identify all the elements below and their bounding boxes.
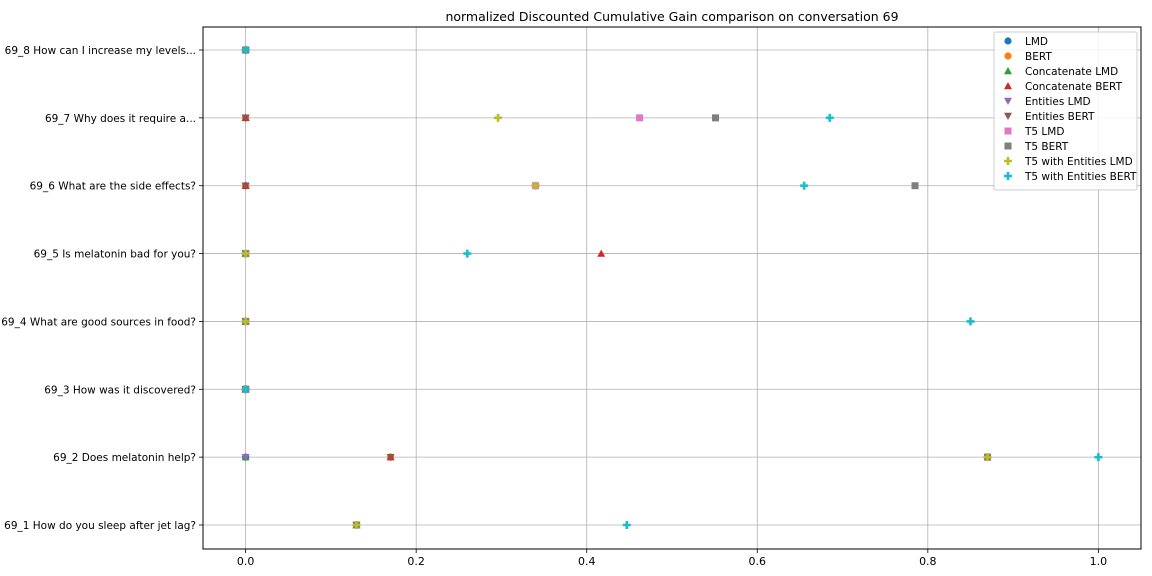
data-point (241, 182, 250, 190)
legend-label: T5 BERT (1024, 141, 1069, 153)
data-point (241, 453, 250, 462)
y-tick-label: 69_4 What are good sources in food? (1, 316, 196, 328)
legend-label: T5 with Entities BERT (1024, 171, 1137, 183)
data-point (911, 182, 919, 190)
data-point (241, 385, 250, 394)
legend-label: Entities BERT (1025, 111, 1095, 123)
data-point (463, 249, 472, 258)
legend-label: Concatenate BERT (1025, 81, 1123, 93)
chart-title: normalized Discounted Cumulative Gain co… (445, 9, 898, 24)
data-point (241, 46, 250, 54)
x-tick-label: 0.8 (919, 555, 937, 568)
data-points (241, 46, 1103, 529)
x-tick-label: 0.6 (749, 555, 767, 568)
x-tick-label: 0.4 (578, 555, 596, 568)
x-tick-label: 0.0 (237, 555, 255, 568)
legend-marker (1004, 82, 1012, 90)
y-tick-label: 69_8 How can I increase my levels... (5, 45, 196, 57)
data-point (711, 114, 719, 122)
x-tick-label: 1.0 (1090, 555, 1108, 568)
y-axis: 69_1 How do you sleep after jet lag? 69_2… (1, 45, 203, 532)
legend-marker (1004, 172, 1012, 180)
y-tick-label: 69_6 What are the side effects? (30, 181, 196, 193)
legend-marker (1004, 37, 1012, 45)
data-point (241, 317, 250, 326)
legend-marker (1004, 67, 1012, 75)
legend-label: T5 LMD (1024, 126, 1064, 138)
legend-marker (1004, 142, 1012, 150)
data-point (494, 113, 503, 122)
data-point (386, 453, 395, 462)
legend-label: BERT (1025, 51, 1052, 63)
data-point (241, 249, 250, 258)
legend-marker (1004, 127, 1012, 135)
data-point (983, 453, 992, 462)
data-point (352, 521, 361, 529)
y-tick-label: 69_5 Is melatonin bad for you? (34, 249, 196, 261)
legend-label: Entities LMD (1025, 96, 1091, 108)
data-point (597, 249, 606, 257)
legend-marker (1004, 97, 1012, 105)
data-point (241, 114, 250, 122)
data-point (966, 317, 975, 326)
data-point (531, 181, 540, 190)
legend-marker (1004, 157, 1012, 165)
data-point (636, 114, 644, 122)
y-tick-label: 69_2 Does melatonin help? (53, 452, 196, 464)
legend-marker (1004, 112, 1012, 120)
data-point (800, 181, 809, 190)
data-point (825, 113, 834, 122)
y-tick-label: 69_3 How was it discovered? (44, 384, 196, 396)
legend-label: LMD (1025, 36, 1048, 48)
legend-label: T5 with Entities LMD (1024, 156, 1133, 168)
x-tick-label: 0.2 (407, 555, 425, 568)
y-tick-label: 69_1 How do you sleep after jet lag? (4, 520, 196, 532)
legend: LMD BERT Concatenate LMD Concatenate BERT En… (993, 31, 1138, 191)
plot-frame (202, 26, 1142, 550)
legend-marker (1004, 52, 1012, 60)
legend-frame (993, 31, 1138, 191)
y-tick-label: 69_7 Why does it require a... (45, 113, 196, 125)
data-point (622, 521, 631, 529)
x-axis: 0.0 0.2 0.4 0.6 0.8 1.0 (237, 549, 1107, 568)
data-point (1094, 453, 1103, 462)
legend-label: Concatenate LMD (1025, 66, 1118, 78)
